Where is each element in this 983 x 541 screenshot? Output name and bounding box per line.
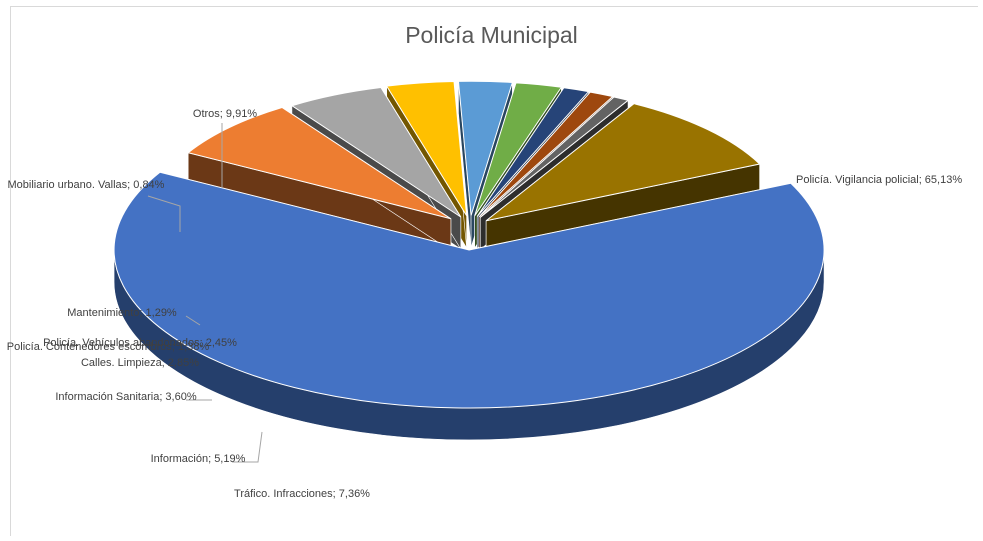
leader-line xyxy=(147,195,181,232)
slice-top xyxy=(385,81,468,216)
chart-frame xyxy=(10,6,978,536)
chart-title: Policía Municipal xyxy=(405,22,578,48)
data-label: Tráfico. Infracciones; 7,36% xyxy=(234,488,370,500)
data-label: Policía. Vigilancia policial; 65,13% xyxy=(796,174,962,186)
pie-slices xyxy=(113,80,825,441)
leader-line xyxy=(185,315,201,326)
data-label: Policía. Vehículos abandonados; 2,45% xyxy=(43,337,237,349)
slice-10 xyxy=(485,103,761,254)
slice-top xyxy=(457,80,514,216)
data-label: Mantenimiento; 1,29% xyxy=(67,307,177,319)
data-label: Policía. Contenedores escombros; 1,38% xyxy=(7,341,210,353)
data-label: Calles. Limpieza; 2,85% xyxy=(81,357,199,369)
slice-top xyxy=(474,82,563,217)
slice-top xyxy=(476,87,590,217)
slice-top xyxy=(485,103,761,222)
slice-top xyxy=(113,171,825,409)
slice-1 xyxy=(113,171,825,441)
leader-line xyxy=(232,431,263,463)
data-label: Información; 5,19% xyxy=(151,453,246,465)
slice-top xyxy=(478,91,614,218)
slice-top xyxy=(187,106,452,220)
slice-top xyxy=(479,96,630,218)
slice-2 xyxy=(187,106,452,252)
slice-top xyxy=(290,86,462,218)
data-label: Mobiliario urbano. Vallas; 0,84% xyxy=(8,179,165,191)
data-label: Otros; 9,91% xyxy=(193,108,257,120)
data-label: Información Sanitaria; 3,60% xyxy=(55,391,196,403)
